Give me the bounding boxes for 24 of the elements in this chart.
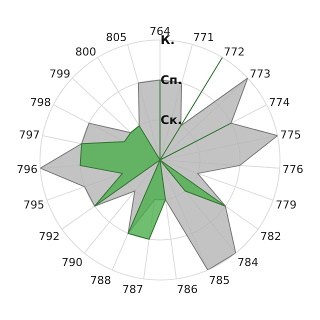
spoke-label: 774	[268, 96, 290, 109]
spoke-label: 797	[18, 128, 40, 142]
spoke-label: 795	[23, 198, 44, 212]
y-tick-label: Сп.	[160, 72, 182, 87]
spoke-label: 782	[260, 230, 282, 244]
spoke-label: 805	[106, 30, 127, 44]
spoke-label: 775	[280, 128, 302, 142]
y-tick-label: Ск.	[160, 112, 182, 127]
spoke-label: 787	[122, 282, 144, 296]
spoke-label: 784	[237, 256, 258, 270]
spoke-label: 772	[224, 45, 245, 58]
spoke-label: 773	[250, 68, 271, 81]
spoke-label: 771	[193, 30, 214, 44]
spoke-label: 790	[62, 256, 83, 270]
spoke-label: 796	[16, 162, 38, 176]
spoke-label: 785	[208, 274, 230, 288]
spoke-label: 792	[38, 230, 60, 244]
spoke-label: 799	[49, 68, 70, 81]
spoke-label: 776	[282, 162, 304, 176]
spoke-label: 800	[75, 45, 96, 58]
spoke-label: 786	[176, 282, 198, 296]
spoke-label: 779	[276, 198, 297, 212]
spoke-label: 798	[30, 96, 52, 109]
spoke-label: 788	[90, 274, 112, 288]
